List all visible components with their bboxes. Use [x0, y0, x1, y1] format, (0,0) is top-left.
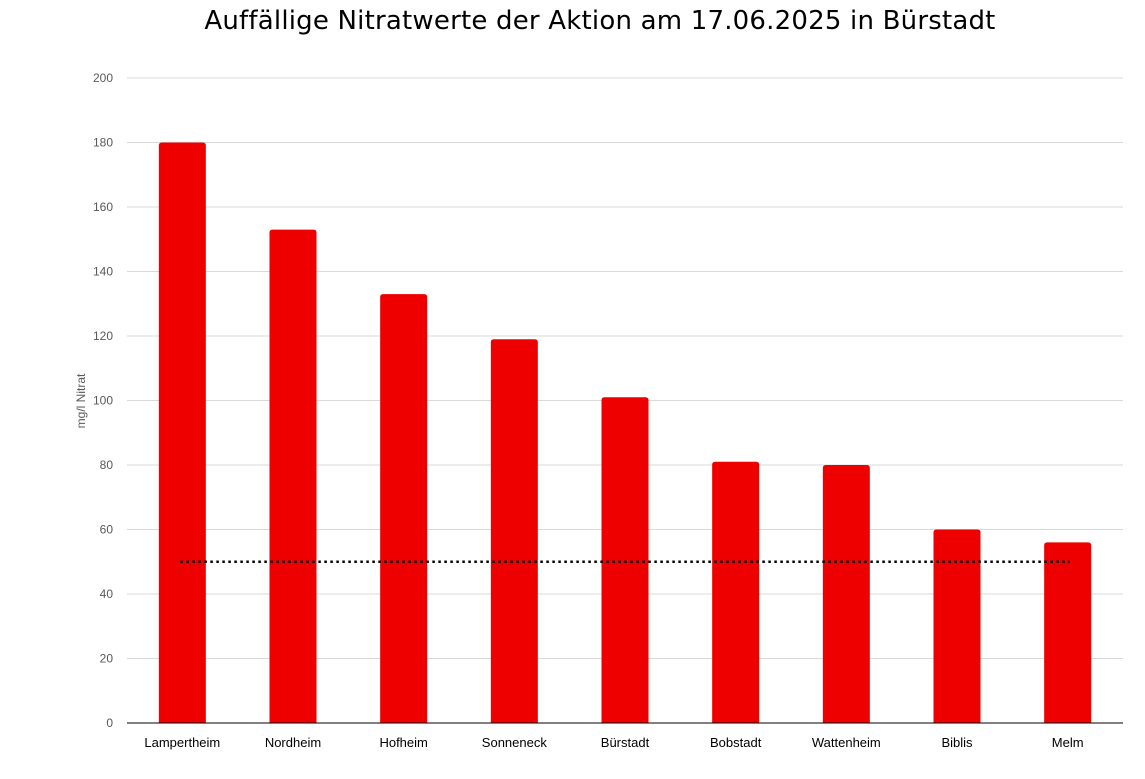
x-category-label: Sonneneck [482, 735, 548, 750]
bar-sonneneck [490, 339, 538, 723]
y-axis-ticks: 0 20 40 60 80 100 120 140 160 180 200 [93, 71, 113, 730]
bar-lampertheim [158, 142, 206, 723]
x-axis-labels: Lampertheim Nordheim Hofheim Sonneneck Bürst… [144, 735, 1083, 750]
x-category-label: Wattenheim [812, 735, 881, 750]
x-category-label: Nordheim [265, 735, 321, 750]
x-category-label: Melm [1052, 735, 1084, 750]
y-tick-label: 60 [100, 523, 114, 537]
y-tick-label: 200 [93, 71, 113, 85]
bar-nordheim [269, 229, 317, 723]
chart-title: Auffällige Nitratwerte der Aktion am 17.… [204, 6, 996, 36]
x-category-label: Hofheim [379, 735, 427, 750]
bar-melm [1044, 542, 1092, 723]
y-tick-label: 160 [93, 200, 113, 214]
y-tick-label: 0 [106, 716, 113, 730]
y-tick-label: 20 [100, 652, 114, 666]
x-category-label: Bürstadt [601, 735, 650, 750]
y-axis-title: mg/l Nitrat [74, 373, 88, 428]
y-tick-label: 140 [93, 265, 113, 279]
bar-bobstadt [712, 461, 760, 723]
y-tick-label: 40 [100, 587, 114, 601]
y-tick-label: 100 [93, 394, 113, 408]
x-category-label: Bobstadt [710, 735, 762, 750]
x-category-label: Biblis [941, 735, 973, 750]
bar-hofheim [380, 294, 428, 723]
y-tick-label: 180 [93, 136, 113, 150]
bar-biblis [933, 529, 981, 723]
y-tick-label: 120 [93, 329, 113, 343]
bar-bürstadt [601, 397, 649, 723]
bar-wattenheim [822, 465, 870, 723]
bars [158, 142, 1092, 723]
y-tick-label: 80 [100, 458, 114, 472]
x-category-label: Lampertheim [144, 735, 220, 750]
